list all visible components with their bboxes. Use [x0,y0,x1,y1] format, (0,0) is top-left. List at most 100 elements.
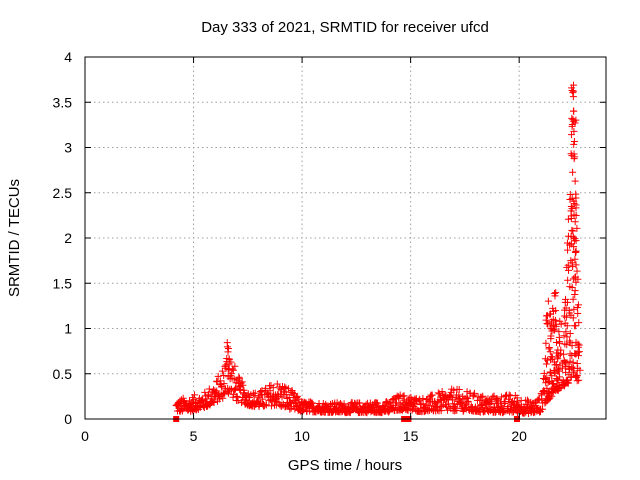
data-point [576,366,584,374]
data-point [216,377,224,385]
data-point [570,367,578,375]
data-point [238,378,246,386]
y-tick-label: 2 [64,230,72,246]
data-point [569,314,577,322]
data-point [235,373,243,381]
data-point [572,190,580,198]
data-point [488,398,496,406]
data-point [231,362,239,370]
data-point [567,232,575,240]
data-point [552,338,560,346]
data-point [450,386,458,394]
data-point [573,224,581,232]
data-point [569,358,577,366]
data-point [453,406,461,414]
data-point [416,395,424,403]
data-point [240,389,248,397]
data-point [218,367,226,375]
data-point [571,119,579,127]
data-point [560,332,568,340]
data-point [224,348,232,356]
data-point [236,374,244,382]
data-point [225,356,233,364]
chart-title: Day 333 of 2021, SRMTID for receiver ufc… [201,19,489,36]
y-tick-labels: 0 0.5 1 1.5 2 2.5 3 3.5 4 [53,49,73,427]
data-point [225,366,233,374]
data-point [464,397,472,405]
data-point [410,403,418,411]
y-tick-label: 1 [64,321,72,337]
data-point [572,237,580,245]
data-point [571,248,579,256]
data-point [546,348,554,356]
data-point [308,399,316,407]
data-point [552,307,560,315]
plot-frame [84,56,607,420]
data-point [560,312,568,320]
data-point [570,200,578,208]
data-point [571,177,579,185]
data-point [556,384,564,392]
data-point [251,389,259,397]
y-tick-label: 1.5 [53,275,73,291]
grid [85,57,606,419]
data-point [288,388,296,396]
data-point [201,388,209,396]
data-point [538,405,546,413]
data-point [464,398,472,406]
data-point [573,267,581,275]
data-point [513,398,521,406]
data-point [399,392,407,400]
data-point [570,140,578,148]
data-point [556,373,564,381]
data-point [551,326,559,334]
data-point [564,276,572,284]
data-point [571,255,579,263]
data-point [564,379,572,387]
x-tick-labels: 0 5 10 15 20 [81,428,527,444]
data-point [566,357,574,365]
data-point [437,407,445,415]
data-point [223,343,231,351]
data-point [575,348,583,356]
data-point [239,381,247,389]
data-point [438,402,446,410]
data-point [575,376,583,384]
data-points [172,81,584,422]
data-point [569,107,577,115]
data-point [340,400,348,408]
x-tick-label: 5 [190,428,198,444]
data-point [563,341,571,349]
data-point [540,369,548,377]
y-tick-label: 0.5 [53,366,73,382]
data-point [569,295,577,303]
data-point [564,215,572,223]
data-point [191,391,199,399]
data-point [269,384,277,392]
data-point [216,392,224,400]
data-point [568,122,576,130]
data-point [563,322,571,330]
data-point [548,392,556,400]
data-point [266,387,274,395]
data-point [262,401,270,409]
data-point [552,322,560,330]
data-point [233,393,241,401]
data-point [568,205,576,213]
data-point [574,301,582,309]
data-point [570,305,578,313]
data-point [572,201,580,209]
x-tick-label: 0 [81,428,89,444]
data-point [256,392,264,400]
data-point [567,150,575,158]
data-point [455,386,463,394]
data-point [356,399,364,407]
data-point [551,292,559,300]
data-point [457,399,465,407]
data-point [545,344,553,352]
data-point [553,374,561,382]
data-point [307,401,315,409]
data-point [438,388,446,396]
data-point [573,372,581,380]
